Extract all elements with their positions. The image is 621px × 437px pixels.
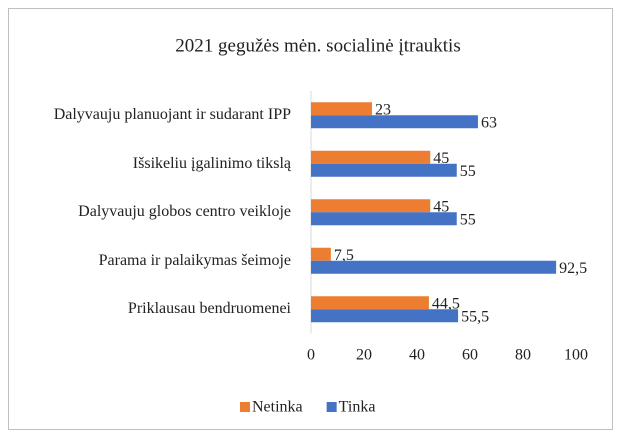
data-label: 55: [460, 163, 476, 180]
data-label: 55,5: [461, 308, 489, 325]
legend-label: Tinka: [339, 399, 376, 416]
legend-swatch: [326, 402, 337, 412]
bar: [311, 309, 459, 323]
y-tick-label: Išsikeliu įgalinimo tikslą: [132, 154, 291, 172]
x-tick-label: 100: [564, 347, 588, 364]
bar: [311, 296, 429, 310]
bar: [311, 199, 431, 213]
data-label: 45: [433, 150, 449, 167]
chart-title: 2021 gegužės mėn. socialinė įtrauktis: [175, 35, 460, 56]
x-tick-label: 20: [356, 347, 372, 364]
y-tick-label: Dalyvauju globos centro veikloje: [78, 203, 291, 221]
data-label: 63: [481, 114, 497, 131]
bar: [311, 115, 478, 129]
data-label: 7,5: [334, 247, 354, 264]
x-tick-label: 60: [462, 347, 478, 364]
bar: [311, 163, 457, 177]
legend-label: Netinka: [252, 399, 303, 416]
x-tick-label: 40: [409, 347, 425, 364]
data-label: 92,5: [559, 260, 587, 277]
bar: [311, 247, 331, 261]
x-tick-label: 80: [515, 347, 531, 364]
y-tick-label: Dalyvauju planuojant ir sudarant IPP: [53, 106, 291, 124]
data-label: 23: [375, 101, 391, 118]
bar: [311, 260, 557, 274]
data-label: 44,5: [432, 295, 460, 312]
legend-swatch: [240, 402, 250, 412]
data-label: 45: [433, 198, 449, 215]
y-tick-label: Priklausau bendruomenei: [127, 300, 291, 318]
data-label: 55: [460, 211, 476, 228]
x-tick-label: 0: [307, 347, 315, 364]
bar: [311, 102, 372, 116]
bar: [311, 212, 457, 226]
bar: [311, 150, 431, 164]
y-tick-label: Parama ir palaikymas šeimoje: [98, 251, 291, 269]
